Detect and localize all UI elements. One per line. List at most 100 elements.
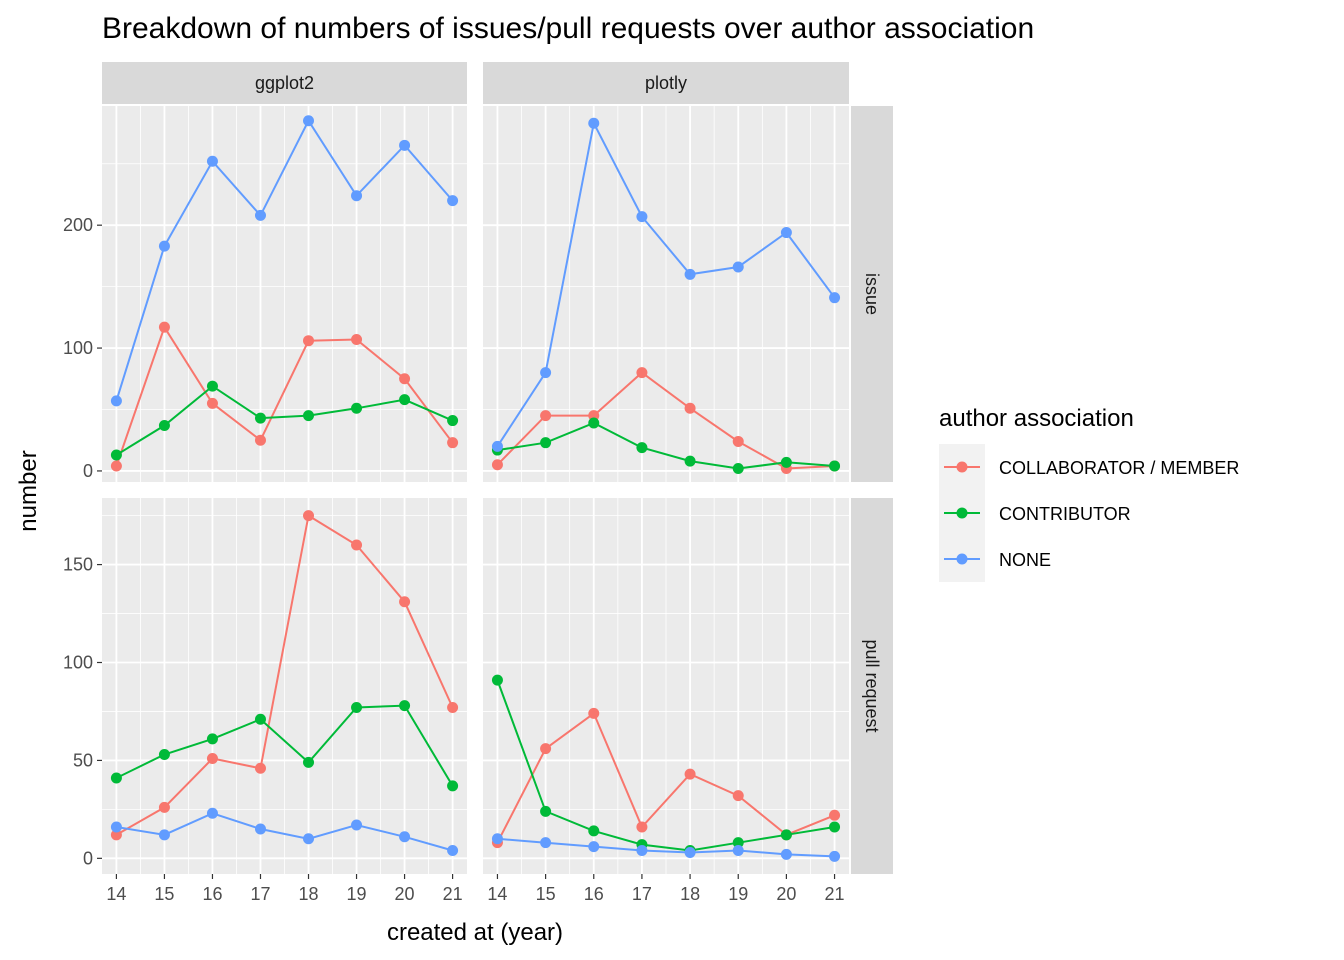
data-point <box>780 227 792 239</box>
legend-label: NONE <box>999 550 1051 570</box>
y-axis-title: number <box>15 450 42 531</box>
data-point <box>447 780 459 792</box>
data-point <box>540 743 552 755</box>
x-tick-label: 17 <box>632 884 652 904</box>
series-contributor <box>110 380 459 461</box>
legend-label: CONTRIBUTOR <box>999 504 1131 524</box>
panel-ggplot2-issue: 0 100 200 <box>63 106 467 482</box>
y-tick-label: 100 <box>63 338 93 358</box>
x-tick-label: 20 <box>395 884 415 904</box>
x-tick-label: 14 <box>106 884 126 904</box>
data-point <box>158 749 170 761</box>
data-point <box>588 417 600 429</box>
data-point <box>732 261 744 273</box>
legend-key-point <box>956 461 968 473</box>
data-point <box>158 419 170 431</box>
data-point <box>732 845 744 856</box>
facet-strip-plotly: plotly <box>483 62 849 104</box>
series-line-contributor <box>497 421 835 470</box>
data-point <box>780 456 792 468</box>
data-point <box>110 460 122 472</box>
series-line-none <box>497 837 835 858</box>
data-point <box>684 768 696 780</box>
data-point <box>399 373 411 385</box>
x-tick-label: 19 <box>728 884 748 904</box>
series-none <box>491 833 841 862</box>
strip-label-pull-request: pull request <box>862 639 882 732</box>
strip-background <box>851 106 893 482</box>
data-point <box>732 435 744 447</box>
legend-label: COLLABORATOR / MEMBER <box>999 458 1239 478</box>
series-none <box>110 115 459 407</box>
data-point <box>399 139 411 151</box>
data-point <box>636 442 648 454</box>
series-line-collaborator-member <box>115 324 454 467</box>
data-point <box>588 117 600 129</box>
series-line-none <box>496 120 836 447</box>
strip-label-issue: issue <box>862 273 882 315</box>
legend-item-contributor: CONTRIBUTOR <box>939 490 1131 536</box>
data-point <box>303 756 315 768</box>
data-point <box>206 733 218 745</box>
panel-plotly-pull-request: 14 15 16 17 18 19 20 21 <box>483 498 849 904</box>
data-point <box>636 211 648 223</box>
data-point <box>447 195 459 207</box>
data-point <box>399 596 411 608</box>
data-point <box>399 831 411 843</box>
series-line-none <box>116 812 453 852</box>
data-point <box>303 335 315 347</box>
data-point <box>447 845 459 856</box>
data-point <box>158 321 170 333</box>
data-point <box>540 367 552 379</box>
x-axis-title: created at (year) <box>387 919 563 946</box>
series-none <box>110 807 459 856</box>
data-point <box>447 702 459 714</box>
data-point <box>158 801 170 813</box>
x-tick-label: 14 <box>487 884 507 904</box>
data-point <box>829 460 841 472</box>
data-point <box>303 115 315 127</box>
x-tick-label: 18 <box>680 884 700 904</box>
strip-label-plotly: plotly <box>645 73 687 93</box>
data-point <box>540 410 552 422</box>
series-collaborator-member <box>110 510 459 841</box>
x-tick-label: 17 <box>250 884 270 904</box>
data-point <box>829 809 841 821</box>
series-contributor <box>110 700 459 792</box>
data-point <box>684 268 696 280</box>
data-point <box>732 462 744 474</box>
data-point <box>684 402 696 414</box>
y-tick-label: 200 <box>63 215 93 235</box>
strip-background <box>851 498 893 874</box>
legend-item-none: NONE <box>939 536 1051 582</box>
facet-panels: ggplot2 plotly issue pull request 0 100 200 0 50… <box>63 62 893 904</box>
legend-key-point <box>956 507 968 519</box>
data-point <box>636 845 648 856</box>
data-point <box>110 772 122 784</box>
facet-strip-issue: issue <box>851 106 893 482</box>
data-point <box>303 510 315 522</box>
panel-plotly-issue <box>483 106 849 482</box>
data-point <box>540 837 552 849</box>
x-tick-label: 16 <box>202 884 222 904</box>
x-tick-label: 20 <box>776 884 796 904</box>
legend-key-point <box>956 553 968 565</box>
x-tick-label: 15 <box>154 884 174 904</box>
data-point <box>780 848 792 860</box>
data-point <box>491 459 503 471</box>
data-point <box>254 434 266 446</box>
data-point <box>829 821 841 833</box>
data-point <box>351 819 363 831</box>
series-line-contributor <box>115 704 454 787</box>
data-point <box>732 837 744 849</box>
data-point <box>684 846 696 858</box>
x-tick-label: 15 <box>536 884 556 904</box>
y-tick-label: 150 <box>63 555 93 575</box>
data-point <box>588 707 600 719</box>
strip-label-ggplot2: ggplot2 <box>255 73 314 93</box>
data-point <box>303 410 315 422</box>
y-tick-label: 0 <box>83 848 93 868</box>
data-point <box>447 415 459 427</box>
data-point <box>588 825 600 837</box>
